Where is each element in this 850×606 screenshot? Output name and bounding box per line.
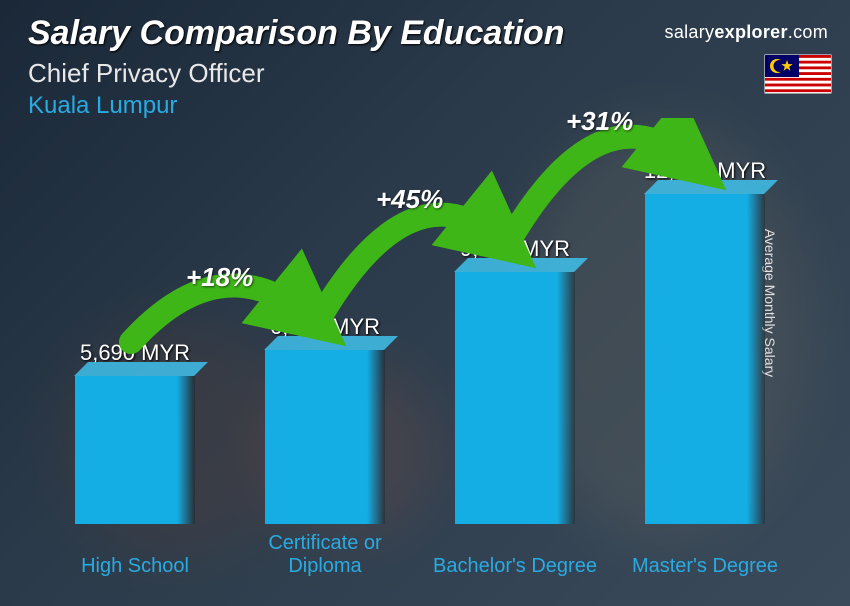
increase-label: +45%	[376, 184, 443, 215]
increase-label: +31%	[566, 106, 633, 137]
bar-face	[455, 272, 575, 524]
increase-label: +18%	[186, 262, 253, 293]
brand: salaryexplorer.com	[665, 22, 828, 43]
bar: 12,700 MYR	[610, 158, 800, 524]
bar-face	[265, 350, 385, 524]
bar: 6,690 MYR	[230, 314, 420, 524]
bar-label: Certificate or Diploma	[230, 532, 420, 578]
flag-icon	[764, 54, 832, 94]
bar-face	[645, 194, 765, 524]
brand-prefix: salary	[665, 22, 715, 42]
bar-label: Master's Degree	[610, 555, 800, 578]
brand-suffix: .com	[788, 22, 828, 42]
bar-label: Bachelor's Degree	[420, 555, 610, 578]
bar: 5,690 MYR	[40, 340, 230, 524]
bar-face	[75, 376, 195, 524]
location: Kuala Lumpur	[28, 92, 177, 120]
brand-bold: explorer	[714, 22, 787, 42]
bar: 9,710 MYR	[420, 236, 610, 524]
page-title: Salary Comparison By Education	[28, 14, 565, 53]
subtitle: Chief Privacy Officer	[28, 58, 264, 89]
salary-bar-chart: 5,690 MYR High School 6,690 MYR Certificate…	[40, 118, 810, 578]
bar-label: High School	[40, 555, 230, 578]
